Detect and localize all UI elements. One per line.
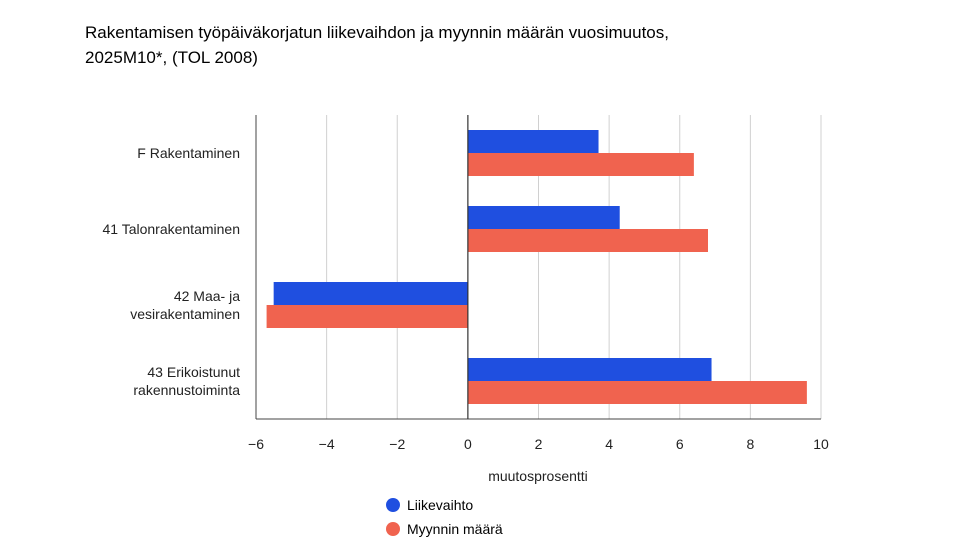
x-tick-label: −4 xyxy=(319,436,335,452)
category-label: 41 Talonrakentaminen xyxy=(102,221,240,237)
x-tick-label: −2 xyxy=(389,436,405,452)
legend-item: Myynnin määrä xyxy=(386,517,503,541)
legend-swatch xyxy=(386,522,400,536)
chart-title-line-2: 2025M10*, (TOL 2008) xyxy=(85,48,258,67)
x-tick-label: 2 xyxy=(535,436,543,452)
legend-item: Liikevaihto xyxy=(386,493,503,517)
chart-title: Rakentamisen työpäiväkorjatun liikevaihd… xyxy=(85,20,845,70)
bar-liikevaihto xyxy=(273,282,468,305)
x-tick-label: 8 xyxy=(746,436,754,452)
x-tick-label: 6 xyxy=(676,436,684,452)
bar-myynnin-maara xyxy=(467,381,807,404)
category-label: 42 Maa- ja vesirakentaminen xyxy=(130,288,240,322)
chart-title-line-1: Rakentamisen työpäiväkorjatun liikevaihd… xyxy=(85,23,669,42)
category-label: 43 Erikoistunut rakennustoiminta xyxy=(133,364,240,398)
bar-liikevaihto xyxy=(467,206,620,229)
bar-myynnin-maara xyxy=(467,153,694,176)
bar-liikevaihto xyxy=(467,130,599,153)
x-tick-label: 4 xyxy=(605,436,613,452)
legend-label: Liikevaihto xyxy=(407,497,474,513)
legend-label: Myynnin määrä xyxy=(407,521,503,537)
x-axis-label: muutosprosentti xyxy=(488,468,588,484)
x-tick-label: 0 xyxy=(464,436,472,452)
x-tick-label: 10 xyxy=(813,436,829,452)
bar-myynnin-maara xyxy=(266,305,468,328)
bar-myynnin-maara xyxy=(467,229,708,252)
category-label: F Rakentaminen xyxy=(137,145,240,161)
bar-liikevaihto xyxy=(467,358,712,381)
legend-swatch xyxy=(386,498,400,512)
chart-legend: Liikevaihto Myynnin määrä xyxy=(386,493,503,541)
x-tick-label: −6 xyxy=(248,436,264,452)
